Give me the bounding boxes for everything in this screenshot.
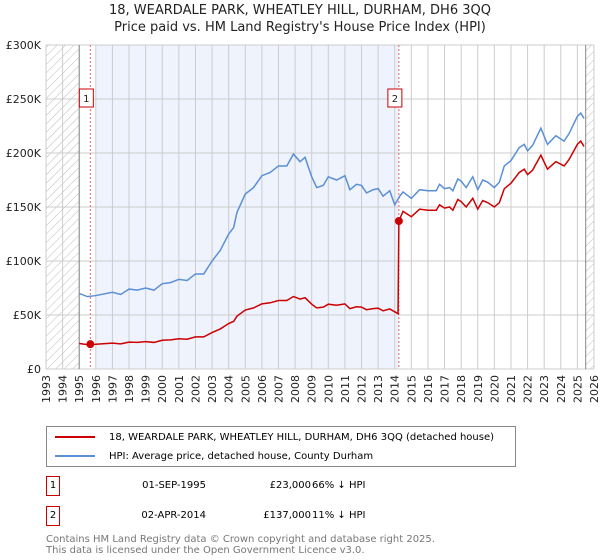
x-tick-label: 2015: [405, 375, 418, 403]
marker-badge: 2: [46, 506, 60, 526]
x-tick-label: 2005: [239, 375, 252, 403]
legend-label: HPI: Average price, detached house, Coun…: [109, 450, 374, 462]
transaction-price: £23,000: [269, 480, 311, 491]
transaction-date: 02-APR-2014: [141, 510, 206, 521]
x-tick-label: 2004: [223, 375, 236, 403]
x-tick-label: 2016: [422, 375, 435, 403]
x-tick-label: 1998: [123, 375, 136, 403]
y-tick-label: £150K: [6, 201, 42, 214]
marker-badge: 1: [46, 476, 60, 496]
x-tick-label: 2007: [272, 375, 285, 403]
x-tick-label: 1994: [57, 375, 70, 403]
x-tick-label: 2021: [505, 375, 518, 403]
x-tick-label: 2001: [173, 375, 186, 403]
y-tick-label: £300K: [6, 39, 42, 52]
price-chart: 1993 1994 1995 1996 1997 1998 1999 2000 2001 2002…: [6, 39, 600, 403]
x-tick-label: 2024: [555, 375, 568, 403]
sale-label-box: [78, 88, 94, 108]
x-tick-label: 2003: [206, 375, 219, 403]
x-tick-label: 2011: [339, 375, 352, 403]
x-tick-label: 2000: [156, 375, 169, 403]
legend-item-hpi: HPI: Average price, detached house, Coun…: [55, 448, 373, 464]
x-tick-label: 2002: [189, 375, 202, 403]
x-tick-label: 2023: [538, 375, 551, 403]
x-tick-label: 2013: [372, 375, 385, 403]
x-tick-label: 2008: [289, 375, 302, 403]
footer-licence: This data is licensed under the Open Gov…: [46, 545, 365, 556]
sale-label: 1: [83, 94, 89, 105]
x-tick-label: 2018: [455, 375, 468, 403]
transaction-hpi-diff: 66% ↓ HPI: [312, 480, 366, 491]
hpi-line-swatch: [55, 455, 95, 457]
x-tick-label: 1995: [73, 375, 86, 403]
y-tick-label: £0: [27, 363, 41, 376]
transaction-hpi-diff: 11% ↓ HPI: [312, 510, 366, 521]
sale-label: 2: [392, 94, 398, 105]
x-tick-label: 2009: [306, 375, 319, 403]
y-tick-label: £250K: [6, 93, 42, 106]
x-tick-label: 2010: [322, 375, 335, 403]
sale-label-box: [387, 88, 403, 108]
x-tick-label: 2012: [356, 375, 369, 403]
x-tick-label: 2026: [588, 375, 600, 403]
x-tick-label: 1993: [40, 375, 53, 403]
x-tick-label: 2014: [389, 375, 402, 403]
footer-copyright: Contains HM Land Registry data © Crown c…: [46, 534, 435, 545]
chart-subtitle: Price paid vs. HM Land Registry's House …: [114, 20, 486, 35]
y-tick-label: £50K: [13, 309, 42, 322]
legend-label: 18, WEARDALE PARK, WHEATLEY HILL, DURHAM…: [109, 431, 495, 443]
transaction-price: £137,000: [263, 510, 311, 521]
sale-point: [86, 340, 95, 349]
legend-item-price: 18, WEARDALE PARK, WHEATLEY HILL, DURHAM…: [55, 429, 494, 445]
x-tick-label: 1999: [140, 375, 153, 403]
y-tick-label: £200K: [6, 147, 42, 160]
price-paid-line: [79, 139, 585, 346]
legend: 18, WEARDALE PARK, WHEATLEY HILL, DURHAM…: [46, 426, 516, 467]
price-line-swatch: [55, 436, 95, 438]
hpi-line: [78, 111, 585, 298]
x-tick-label: 2019: [472, 375, 485, 403]
x-tick-label: 2017: [439, 375, 452, 403]
x-tick-label: 2025: [571, 375, 584, 403]
x-tick-label: 2022: [522, 375, 535, 403]
sale-point: [394, 217, 403, 226]
x-tick-label: 1996: [90, 375, 103, 403]
y-tick-label: £100K: [6, 255, 42, 268]
chart-title: 18, WEARDALE PARK, WHEATLEY HILL, DURHAM…: [109, 3, 491, 18]
x-tick-label: 1997: [106, 375, 119, 403]
x-tick-label: 2020: [488, 375, 501, 403]
transaction-date: 01-SEP-1995: [142, 480, 206, 491]
x-tick-label: 2006: [256, 375, 269, 403]
